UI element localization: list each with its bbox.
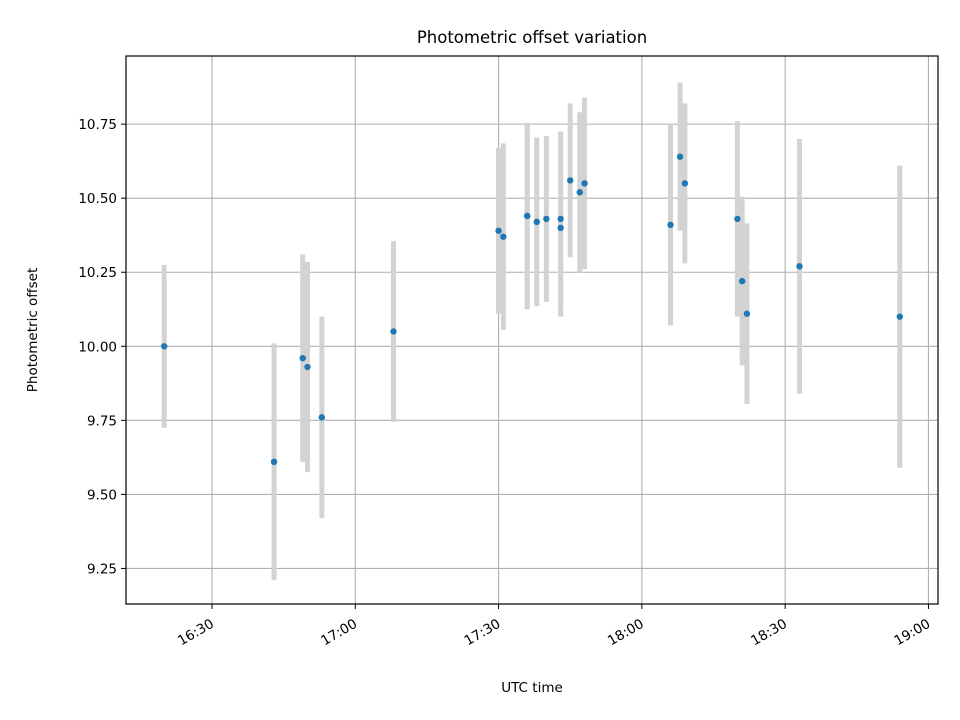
data-point: [567, 177, 574, 184]
data-points: [161, 153, 903, 466]
y-tick-label: 9.50: [87, 487, 117, 503]
data-point: [299, 354, 306, 362]
data-point: [318, 414, 326, 421]
y-tick-label: 9.75: [87, 413, 117, 429]
data-point: [896, 313, 903, 320]
y-tick-label: 9.25: [87, 561, 117, 577]
grid: [126, 56, 938, 604]
data-point: [304, 363, 311, 371]
y-tick-label: 10.00: [78, 339, 117, 355]
data-point: [676, 153, 684, 160]
data-point: [543, 215, 550, 223]
data-point: [533, 218, 540, 226]
data-point: [524, 212, 531, 220]
data-point: [734, 215, 741, 223]
data-point: [796, 263, 803, 270]
data-point: [667, 221, 674, 229]
chart-title: Photometric offset variation: [417, 28, 647, 47]
data-point: [161, 343, 168, 350]
data-point: [576, 189, 583, 196]
data-point: [557, 215, 564, 223]
data-point: [581, 180, 588, 187]
data-point: [681, 180, 689, 187]
data-point: [390, 328, 397, 335]
y-axis-label: Photometric offset: [25, 268, 41, 392]
data-point: [500, 233, 507, 240]
y-axis-ticks: 9.25 9.50 9.75 10.00 10.25 10.50 10.75: [78, 117, 126, 577]
data-point: [557, 224, 564, 232]
y-tick-label: 10.25: [78, 265, 117, 281]
x-axis-label: UTC time: [501, 680, 563, 696]
y-tick-label: 10.50: [78, 191, 117, 207]
data-point: [738, 277, 746, 285]
y-tick-label: 10.75: [78, 117, 117, 133]
plot-area-frame: [125, 55, 939, 605]
data-point: [270, 458, 278, 466]
data-point: [495, 227, 502, 234]
data-point: [743, 310, 751, 317]
